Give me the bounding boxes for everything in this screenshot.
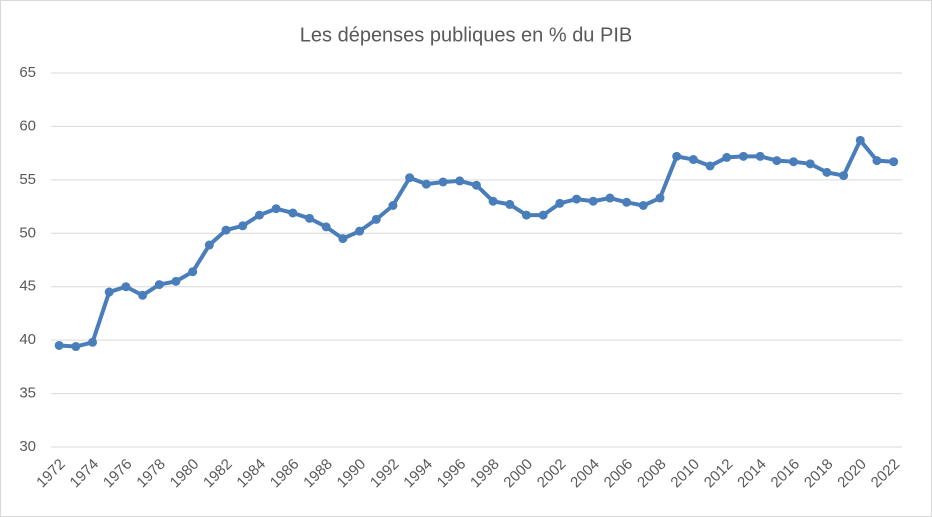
data-point [822,167,832,177]
data-point [221,225,231,235]
data-point [688,155,698,165]
data-point [839,171,849,181]
data-point [138,290,148,300]
data-point [488,196,498,206]
data-point [805,159,815,169]
data-point [622,197,632,207]
data-point [254,210,264,220]
data-point [855,135,865,145]
data-point [54,340,64,350]
data-point [355,226,365,236]
data-point [188,267,198,277]
data-point [872,156,882,166]
data-point [605,193,615,203]
data-point [572,194,582,204]
data-point [471,180,481,190]
data-point [655,193,665,203]
data-point [288,208,298,218]
data-point [789,157,799,167]
y-tick-label: 40 [19,331,36,348]
data-point [588,196,598,206]
data-point [738,151,748,161]
y-tick-label: 35 [19,385,36,402]
data-point [638,201,648,211]
data-point [121,282,131,292]
data-point [321,222,331,232]
data-point [722,152,732,162]
y-tick-label: 55 [19,171,36,188]
data-point [889,157,899,167]
chart-title: Les dépenses publiques en % du PIB [300,24,632,46]
y-tick-label: 60 [19,117,36,134]
y-tick-label: 50 [19,224,36,241]
data-point [438,177,448,187]
data-point [405,173,415,183]
data-point [388,201,398,211]
data-point [304,213,314,223]
y-tick-label: 45 [19,278,36,295]
data-point [371,214,381,224]
data-point [171,276,181,286]
data-point [88,337,98,347]
data-point [71,342,81,352]
data-point [755,151,765,161]
data-point [455,176,465,186]
data-point [672,151,682,161]
data-point [204,240,214,250]
data-point [555,198,565,208]
data-point [538,210,548,220]
data-point [238,221,248,231]
y-tick-label: 30 [19,438,36,455]
data-point [705,161,715,171]
data-point [772,156,782,166]
data-point [421,179,431,189]
y-tick-label: 65 [19,64,36,81]
data-point [271,204,281,214]
data-point [505,199,515,209]
data-point [154,280,164,290]
data-point [104,287,114,297]
data-point [521,210,531,220]
data-point [338,234,348,244]
